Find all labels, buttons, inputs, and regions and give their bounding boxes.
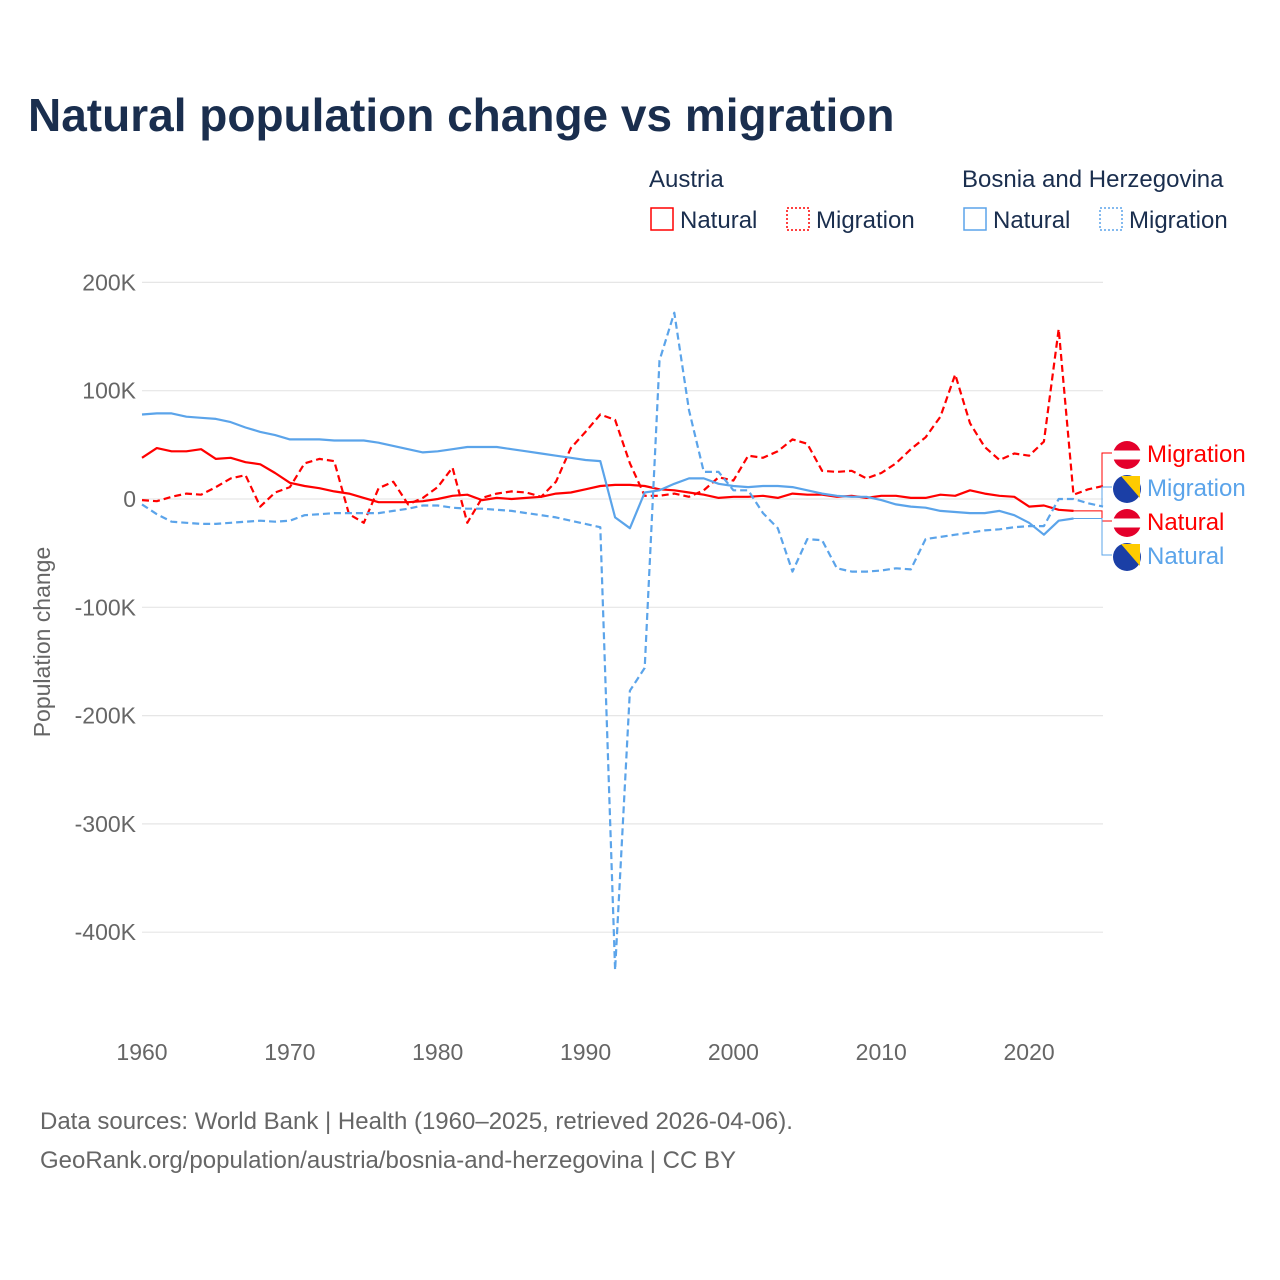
series-line-bosnia-and-herzegovina-natural[interactable] [141, 412, 1074, 536]
chart-title: Natural population change vs migration [28, 89, 895, 141]
end-label-austria-migration: Migration [1147, 441, 1246, 468]
x-tick-label: 2010 [856, 1039, 907, 1065]
legend-item-bosnia-natural[interactable]: Natural [993, 207, 1070, 234]
bosnia-flag-icon [1113, 475, 1141, 503]
x-tick-label: 2000 [708, 1039, 759, 1065]
end-label-bosnia-and-herzegovina-natural: Natural [1147, 543, 1224, 570]
x-tick-label: 1980 [412, 1039, 463, 1065]
austria-flag-icon [1113, 441, 1141, 469]
series-line-austria-natural[interactable] [141, 447, 1074, 512]
label-connector [1073, 517, 1112, 556]
end-label-austria-natural: Natural [1147, 509, 1224, 536]
bosnia-flag-icon [1113, 543, 1141, 571]
y-tick-label: -400K [75, 919, 137, 945]
y-tick-label: -200K [75, 703, 137, 729]
y-tick-label: -100K [75, 594, 137, 620]
legend-group-austria: Austria [649, 166, 724, 193]
x-tick-label: 1990 [560, 1039, 611, 1065]
label-connector [1101, 452, 1112, 487]
y-tick-label: 0 [123, 486, 136, 512]
series-line-bosnia-and-herzegovina-migration[interactable] [141, 311, 1104, 972]
end-label-bosnia-and-herzegovina-migration: Migration [1147, 475, 1246, 502]
y-tick-label: -300K [75, 811, 137, 837]
legend-swatch-bosnia-natural [963, 207, 987, 231]
y-tick-label: 100K [82, 378, 136, 404]
label-connector [1101, 486, 1112, 508]
legend-item-austria-migration[interactable]: Migration [816, 207, 915, 234]
y-tick-label: 200K [82, 269, 136, 295]
series-line-austria-migration[interactable] [141, 327, 1104, 524]
y-axis-label: Population change [29, 547, 55, 738]
legend-swatch-austria-natural [650, 207, 674, 231]
source-link[interactable]: GeoRank.org/population/austria/bosnia-an… [40, 1147, 736, 1174]
legend-swatch-austria-migration [786, 207, 810, 231]
label-connector [1073, 510, 1112, 522]
x-tick-label: 2020 [1004, 1039, 1055, 1065]
legend-item-austria-natural[interactable]: Natural [680, 207, 757, 234]
legend: Austria Natural Migration Bosnia and Her… [649, 166, 1228, 234]
x-tick-label: 1970 [264, 1039, 315, 1065]
legend-item-bosnia-migration[interactable]: Migration [1129, 207, 1228, 234]
austria-flag-icon [1113, 509, 1141, 537]
legend-group-bosnia: Bosnia and Herzegovina [962, 166, 1224, 193]
source-text: Data sources: World Bank | Health (1960–… [40, 1108, 793, 1135]
x-tick-label: 1960 [116, 1039, 167, 1065]
legend-swatch-bosnia-migration [1099, 207, 1123, 231]
